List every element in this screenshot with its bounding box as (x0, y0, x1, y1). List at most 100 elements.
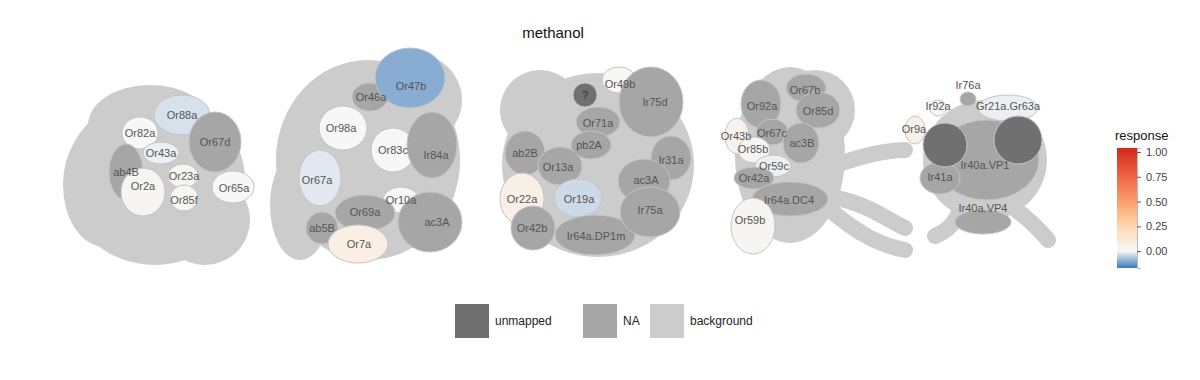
glomerulus-label: Or85f (170, 194, 198, 206)
glomerulus (783, 123, 819, 163)
glomerulus (143, 142, 179, 164)
glomerulus-label: ac3A (633, 174, 659, 186)
glomerulus-label: Ir75a (637, 204, 663, 216)
glomerulus-label: Or43a (146, 147, 177, 159)
glomerulus-label: Or13a (543, 161, 574, 173)
glomerulus-label: Or83c (378, 144, 408, 156)
background (160, 175, 250, 265)
glomerulus-label: Ir92a (925, 100, 951, 112)
glomerulus-label: Or43b (721, 130, 752, 142)
panel: Or46a Or47b Or98a Or83c Ir84a Or67a Or10a Or69a… (270, 48, 462, 263)
glomerulus-label: Or67b (790, 84, 821, 96)
legend-label: background (690, 314, 753, 328)
colorbar-tick: 0.50 (1137, 196, 1167, 208)
title: methanol (522, 24, 584, 41)
colorbar-tick-label: 0.50 (1146, 196, 1167, 208)
panel: Ir40a.VP1Ir76aIr92aGr21a.Gr63aOr9aIr41aI… (902, 79, 1048, 240)
glomerulus (328, 225, 388, 263)
colorbar-tick: 1.00 (1137, 146, 1167, 158)
colorbar-tick-mark (1137, 202, 1141, 203)
glomerulus (170, 185, 198, 211)
glomerulus-label: Ir84a (423, 149, 449, 161)
glomerulus (554, 179, 602, 217)
glomerulus-label: Or49b (605, 78, 636, 90)
glomerulus (299, 150, 341, 206)
panel: Or88aOr82aOr67dOr43aab4BOr23aOr2aOr85fOr… (63, 85, 254, 265)
glomerulus-label: Ir75d (642, 96, 667, 108)
glomerulus-label: Ir64a.DP1m (567, 230, 626, 242)
glomerulus (212, 171, 254, 203)
colorbar-tick-label: 0.75 (1146, 171, 1167, 183)
background (923, 100, 1047, 220)
glomerulus-label: Or85d (803, 105, 834, 117)
glomerulus (602, 67, 636, 93)
glomerulus-label: Or67c (757, 127, 787, 139)
glomerulus-label: ab5B (309, 222, 335, 234)
glomerulus-label: Or71a (583, 117, 614, 129)
glomerulus-label: Ir41a (927, 171, 953, 183)
legend-label: NA (623, 314, 640, 328)
glomerulus-label: Or47b (396, 80, 427, 92)
glomerulus-label: ? (582, 89, 588, 101)
glomerulus-label: Ir64a.DC4 (764, 194, 814, 206)
glomerulus-label: Or19a (564, 193, 595, 205)
glomerulus-label: Or2a (131, 180, 156, 192)
colorbar-axis-line (1138, 149, 1142, 269)
glomerulus-label: pb2A (576, 139, 602, 151)
glomerulus-label: Or42a (739, 172, 770, 184)
legend-swatch (455, 304, 489, 338)
legend-swatch (650, 304, 684, 338)
colorbar-title: response (1115, 128, 1168, 143)
colorbar-tick-label: 0.25 (1146, 220, 1167, 232)
legend-label: unmapped (495, 314, 552, 328)
glomerulus (620, 187, 680, 237)
glomerulus-label: Or42b (517, 222, 548, 234)
glomerulus-label: Or92a (747, 100, 778, 112)
glomerulus-label: ac3B (789, 137, 814, 149)
colorbar-tick-mark (1137, 152, 1141, 153)
glomerulus-label: Or23a (169, 170, 200, 182)
colorbar-tick: 0.00 (1137, 245, 1167, 257)
glomerulus-label: Or98a (326, 122, 357, 134)
glomerulus (407, 112, 457, 178)
chart: methanol Or88a Or82a Or67d Or43a ab4B Or23a Or2… (0, 0, 1200, 380)
glomerulus-label: Or9a (902, 123, 927, 135)
panel: ? Or49b Or71a Ir75d pb2A Ir31a ab2B Or13a ac3A Or… (500, 67, 694, 257)
colorbar (1117, 148, 1137, 268)
glomerulus-label: Ir31a (658, 154, 684, 166)
glomerulus-label: ab2B (512, 147, 538, 159)
glomerulus-label: Or59b (735, 214, 766, 226)
colorbar-tick-label: 1.00 (1146, 146, 1167, 158)
glomerulus-label: Or59c (759, 160, 789, 172)
colorbar-tick: 0.25 (1137, 220, 1167, 232)
glomerulus-label: Or67d (200, 136, 231, 148)
glomerulus-label: Or46a (356, 91, 387, 103)
panel: Or92aOr67bOr85dOr67cac3BOr43bOr85bOr59cO… (721, 67, 905, 254)
glomerulus-label: Or82a (125, 127, 156, 139)
glomerulus (960, 92, 976, 106)
glomerulus-unmapped (994, 116, 1042, 164)
glomerulus (189, 112, 241, 172)
glomerulus-label: ac3A (424, 216, 450, 228)
background-arm (830, 210, 905, 250)
legend-swatch (583, 304, 617, 338)
colorbar-axis: 0.00 0.25 0.50 0.75 1.00 (1137, 146, 1167, 269)
glomerulus (319, 106, 367, 150)
glomerulus-label: Ir40a.VP1 (961, 159, 1010, 171)
glomerulus-label: Or85b (738, 143, 769, 155)
colorbar-tick-mark (1137, 251, 1141, 252)
glomerulus (731, 198, 775, 254)
glomerulus-label: Or67a (302, 174, 333, 186)
colorbar-tick: 0.75 (1137, 171, 1167, 183)
colorbar-tick-mark (1137, 226, 1141, 227)
glomerulus-label: Or10a (386, 194, 417, 206)
glomerulus-label: Or7a (347, 238, 372, 250)
glomerulus-label: ab4B (113, 166, 139, 178)
glomerulus-unmapped (573, 83, 597, 107)
glomerulus-label: Gr21a.Gr63a (976, 100, 1041, 112)
colorbar-tick-label: 0.00 (1146, 245, 1167, 257)
glomerulus-label: Or88a (167, 109, 198, 121)
glomerulus-label: Or69a (350, 206, 381, 218)
colorbar-tick-mark (1137, 177, 1141, 178)
glomerulus-label: Ir40a.VP4 (959, 202, 1008, 214)
